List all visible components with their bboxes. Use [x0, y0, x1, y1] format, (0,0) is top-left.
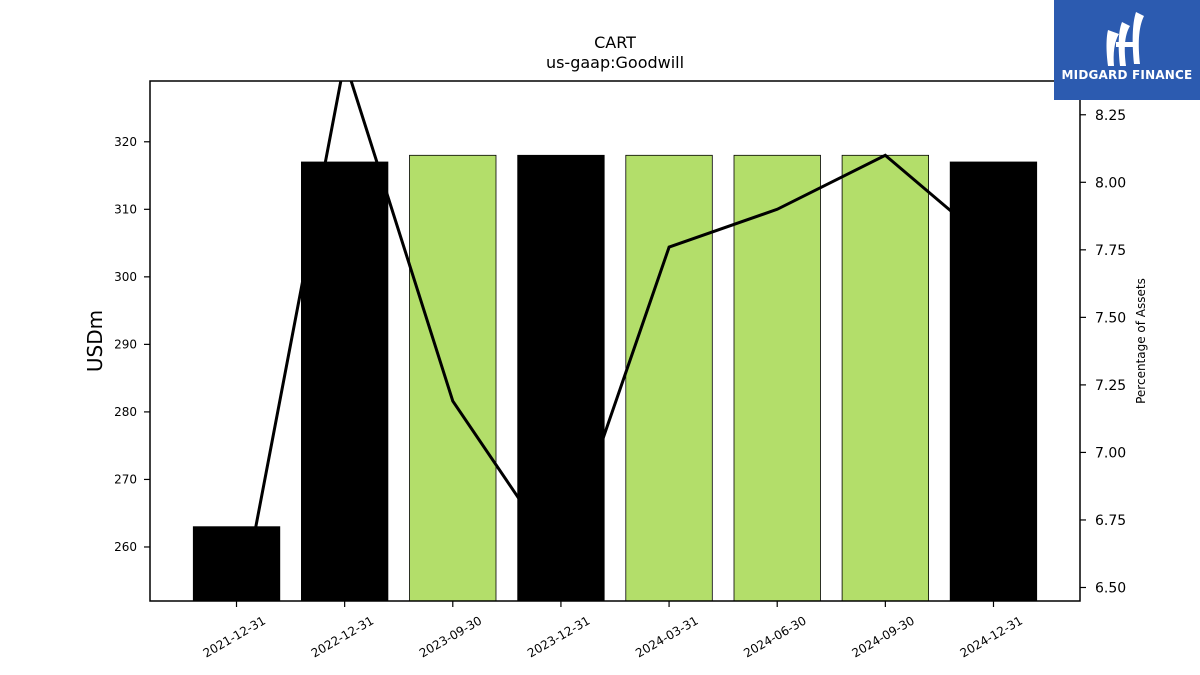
x-tick-label: 2022-12-31 [309, 613, 376, 660]
y2-tick-label: 7.25 [1095, 378, 1126, 394]
y2-tick-label: 6.50 [1095, 580, 1126, 596]
x-tick-label: 2024-03-31 [633, 613, 700, 660]
bar-2021-12-31 [192, 526, 281, 602]
bar-2024-06-30 [733, 154, 821, 602]
bar-2024-03-31 [625, 154, 713, 602]
y2-tick-label: 7.75 [1095, 243, 1126, 259]
bar-2022-12-31 [300, 161, 389, 602]
y2-tick-label: 6.75 [1095, 513, 1126, 529]
y-tick-label: 270 [114, 472, 137, 486]
y-tick-label: 280 [114, 405, 137, 419]
y-tick-label: 260 [114, 540, 137, 554]
y2-tick-label: 8.00 [1095, 175, 1126, 191]
plot-frame [149, 80, 1081, 602]
bars-layer [192, 154, 1038, 602]
chart-subtitle: us-gaap:Goodwill [546, 53, 684, 72]
x-tick-label: 2023-09-30 [417, 613, 484, 660]
x-tick-label: 2023-12-31 [525, 613, 592, 660]
bar-2024-12-31 [949, 161, 1038, 602]
brand-logo: MIDGARD FINANCE [1054, 0, 1200, 100]
line-layer [240, 81, 995, 601]
bar-2023-12-31 [517, 154, 605, 602]
y-tick-label: 300 [114, 270, 137, 284]
y-tick-label: 290 [114, 337, 137, 351]
x-tick-label: 2024-09-30 [849, 613, 916, 660]
y-tick-label: 310 [114, 202, 137, 216]
y2-axis-label: Percentage of Assets [1134, 278, 1148, 404]
x-tick-label: 2021-12-31 [201, 613, 268, 660]
logo-text: MIDGARD FINANCE [1061, 68, 1193, 82]
bar-2023-09-30 [409, 154, 497, 602]
y-axis-label: USDm [83, 310, 107, 372]
y2-tick-label: 7.00 [1095, 445, 1126, 461]
percentage-line [240, 81, 995, 601]
x-tick-label: 2024-06-30 [741, 613, 808, 660]
chart-title: CART [594, 33, 636, 52]
logo-mark-icon [1106, 12, 1144, 66]
bar-2024-09-30 [841, 154, 929, 602]
y2-tick-label: 7.50 [1095, 310, 1126, 326]
y2-tick-label: 8.25 [1095, 108, 1126, 124]
x-tick-label: 2024-12-31 [958, 613, 1025, 660]
y-tick-label: 320 [114, 135, 137, 149]
